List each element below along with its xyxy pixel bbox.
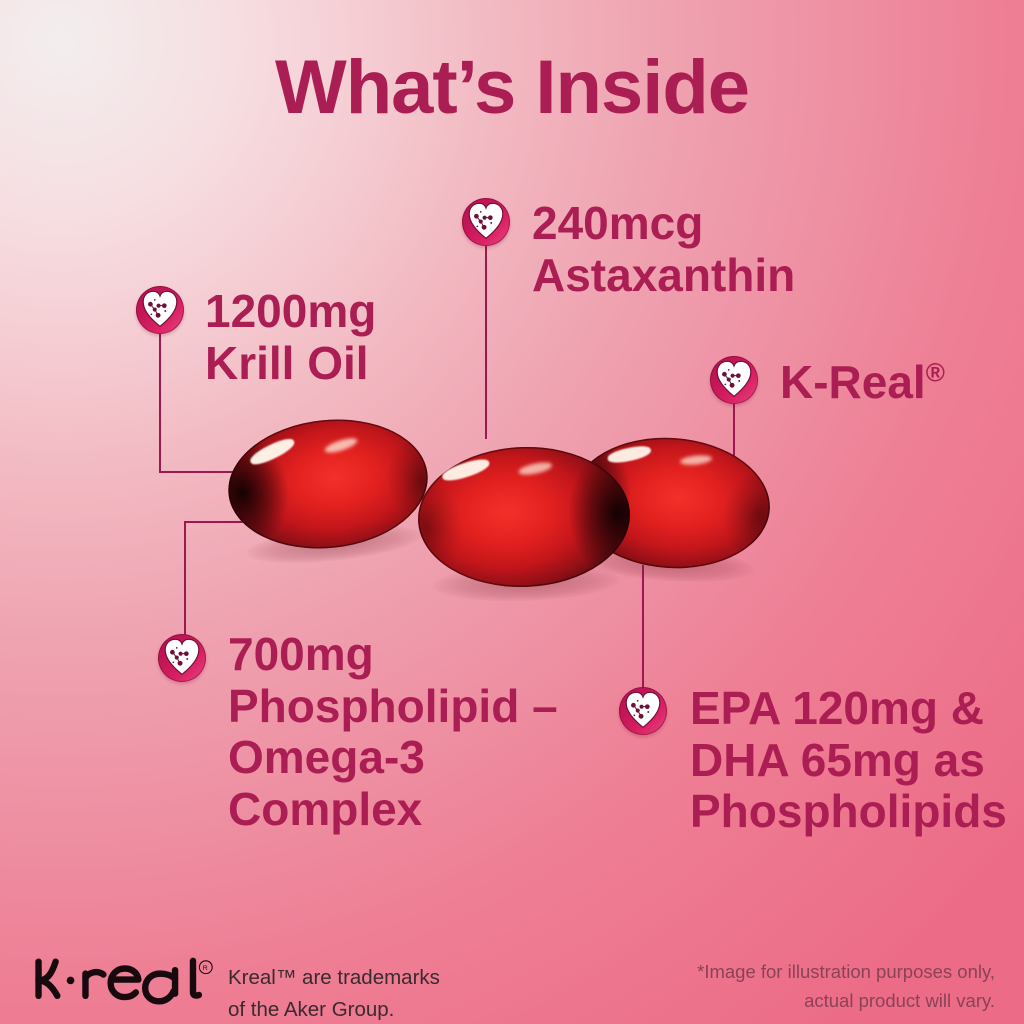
- svg-text:R: R: [203, 965, 208, 972]
